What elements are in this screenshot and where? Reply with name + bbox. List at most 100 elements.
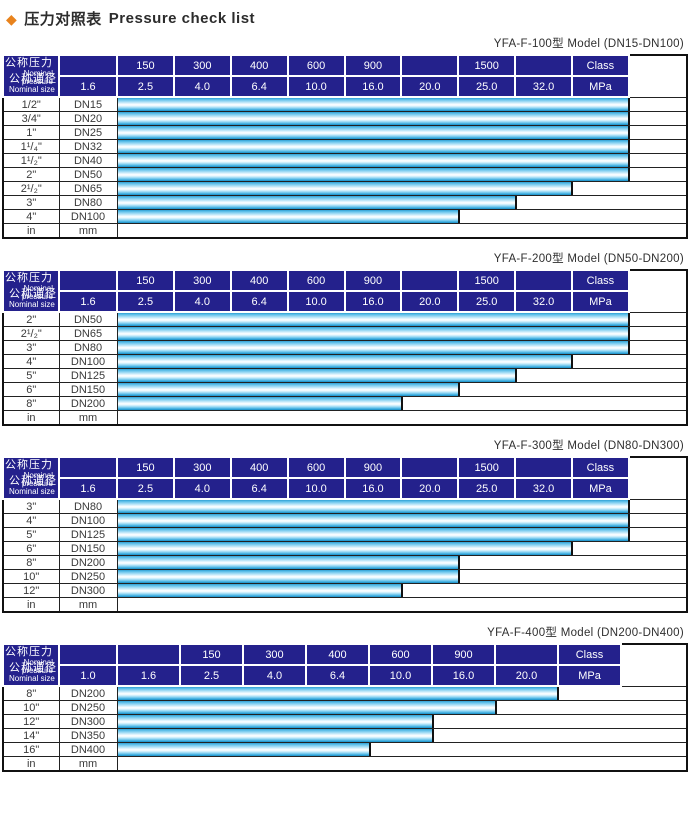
class-unit-cell: Class <box>557 643 622 666</box>
mpa-header-cell: 10.0 <box>286 477 346 500</box>
table-row: 12" DN300 <box>2 583 688 598</box>
table-row: 4" DN100 <box>2 513 688 528</box>
dn-cell: DN80 <box>58 195 118 210</box>
dn-cell: DN250 <box>58 569 118 584</box>
corner-pressure-en-2: pressure <box>21 291 53 301</box>
size-cell: 4" <box>2 209 60 224</box>
size-cell: 16" <box>2 742 60 757</box>
mpa-header-cell: 16.0 <box>343 75 403 98</box>
table-row: 3" DN80 <box>2 498 688 514</box>
class-header-cell: 600 <box>286 269 346 292</box>
pressure-bar <box>118 715 434 728</box>
corner-pressure-en-2: pressure <box>21 76 53 86</box>
mpa-header-cell: 1.6 <box>58 477 118 500</box>
dn-cell: DN125 <box>58 527 118 542</box>
pressure-bar <box>117 383 460 396</box>
table-row: 10" DN250 <box>2 700 688 715</box>
size-cell: 12" <box>2 583 60 598</box>
class-header-row: 公称压力 Nominal pressure 公称通径 Nominal size … <box>2 643 687 687</box>
model-title: YFA-F-200型 Model (DN50-DN200) <box>493 253 684 265</box>
table-row: 8" DN200 <box>2 396 688 411</box>
mpa-header-cell: 25.0 <box>457 75 517 98</box>
bar-track-cell <box>116 756 688 772</box>
class-header-cell: 900 <box>431 643 496 666</box>
mpa-header-cell: 10.0 <box>368 664 433 687</box>
table-row: 6" DN150 <box>2 541 688 556</box>
pressure-bar <box>117 514 630 527</box>
bar-track-cell <box>116 498 688 514</box>
bar-track-cell <box>116 714 688 729</box>
dn-cell: DN350 <box>58 728 118 743</box>
table-row: 1/2" DN15 <box>2 96 688 112</box>
pressure-bar <box>117 397 404 410</box>
corner-pressure-zh: 公称压力 <box>5 57 53 69</box>
class-header-cell <box>58 643 118 666</box>
mpa-header-cell: 20.0 <box>400 477 460 500</box>
mpa-header-cell: 4.0 <box>242 664 307 687</box>
table-row: in mm <box>2 597 688 613</box>
dn-cell: DN300 <box>58 714 118 729</box>
mpa-unit-cell: MPa <box>571 75 630 98</box>
size-cell: 3" <box>2 340 60 355</box>
table-row: 10" DN250 <box>2 569 688 584</box>
mpa-header-cell: 1.6 <box>116 664 181 687</box>
size-cell: 2" <box>2 167 60 182</box>
model-title: YFA-F-300型 Model (DN80-DN300) <box>493 440 684 452</box>
dn-cell: DN15 <box>58 96 118 112</box>
size-cell: in <box>2 756 60 772</box>
class-header-cell: 150 <box>116 456 175 479</box>
table-row: 1¹/₂" DN40 <box>2 153 688 168</box>
dn-cell: DN150 <box>58 382 118 397</box>
mpa-header-row: 1.0 1.6 2.5 4.0 6.4 10.0 16.0 20.0 MPa <box>3 664 687 687</box>
size-cell: 12" <box>2 714 60 729</box>
pressure-bar <box>117 98 630 111</box>
class-header-cell <box>400 456 460 479</box>
size-cell: 3" <box>2 195 60 210</box>
class-header-cell: 600 <box>286 54 346 77</box>
size-cell: 3" <box>2 498 60 514</box>
table-row: in mm <box>2 756 688 772</box>
class-unit-cell: Class <box>571 269 630 292</box>
mpa-header-cell: 20.0 <box>400 75 460 98</box>
page-title: ◆ 压力对照表 Pressure check list <box>6 8 686 29</box>
table-row: 8" DN200 <box>2 685 688 701</box>
size-cell: in <box>2 223 60 239</box>
bar-track-cell <box>116 597 688 613</box>
class-header-cell <box>58 456 118 479</box>
dn-cell: DN200 <box>58 396 118 411</box>
pressure-bar <box>117 355 574 368</box>
bar-track-cell <box>116 340 688 355</box>
class-header-cell <box>400 54 460 77</box>
corner-cell: 公称压力 Nominal pressure 公称通径 Nominal size <box>2 456 60 500</box>
mpa-header-cell: 20.0 <box>494 664 559 687</box>
corner-pressure-label: 公称压力 Nominal pressure <box>5 272 53 301</box>
dn-cell: DN100 <box>58 354 118 369</box>
bar-track-cell <box>116 527 688 542</box>
table-row: 14" DN350 <box>2 728 688 743</box>
table-row: 3" DN80 <box>2 340 688 355</box>
pressure-bar <box>117 154 630 167</box>
mpa-header-row: 1.6 2.5 4.0 6.4 10.0 16.0 20.0 25.0 32.0 MPa <box>3 75 687 98</box>
model-title: YFA-F-100型 Model (DN15-DN100) <box>493 38 684 50</box>
pressure-bar <box>118 743 371 756</box>
table-row: 5" DN125 <box>2 368 688 383</box>
mpa-header-cell: 10.0 <box>286 290 346 313</box>
class-header-cell: 400 <box>229 54 289 77</box>
pressure-bar <box>117 210 460 223</box>
corner-pressure-label: 公称压力 Nominal pressure <box>5 646 53 675</box>
class-header-cell: 150 <box>116 269 175 292</box>
mpa-header-cell: 4.0 <box>172 290 232 313</box>
pressure-bar <box>117 542 574 555</box>
corner-pressure-en-2: pressure <box>21 665 53 675</box>
corner-pressure-label: 公称压力 Nominal pressure <box>5 57 53 86</box>
mpa-header-cell: 6.4 <box>229 290 289 313</box>
class-header-cell: 600 <box>368 643 433 666</box>
pressure-table-section: YFA-F-200型 Model (DN50-DN200) 公称压力 Nomin… <box>2 250 688 426</box>
bar-track-cell <box>116 513 688 528</box>
size-cell: 2" <box>2 311 60 327</box>
pressure-bar <box>117 327 630 340</box>
page-title-zh: 压力对照表 <box>24 11 102 28</box>
class-header-cell: 400 <box>229 456 289 479</box>
bar-track-cell <box>116 583 688 598</box>
table-row: 2¹/₂" DN65 <box>2 181 688 196</box>
